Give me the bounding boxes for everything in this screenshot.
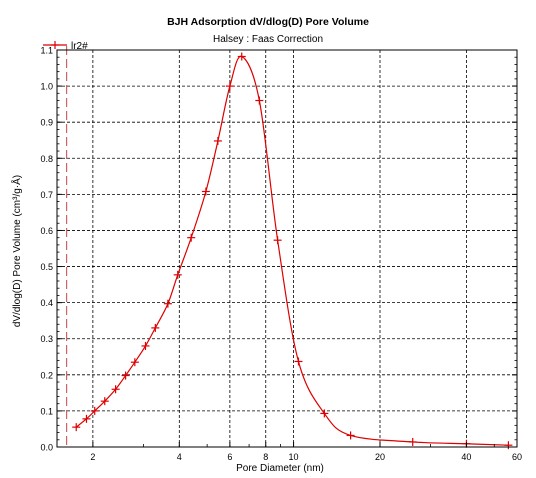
data-series: [72, 52, 513, 450]
data-point: [346, 431, 355, 440]
data-point: [72, 423, 81, 432]
y-tick-label: 0.4: [40, 298, 53, 308]
data-point: [100, 397, 109, 406]
y-tick-label: 0.9: [40, 118, 53, 128]
data-point: [320, 409, 329, 418]
y-tick-label: 0.8: [40, 154, 53, 164]
data-point: [237, 52, 246, 61]
y-axis-label: dV/dlog(D) Pore Volume (cm³/g·Å): [10, 175, 23, 327]
data-point: [255, 96, 264, 105]
x-tick-label: 40: [461, 452, 471, 462]
data-point: [408, 437, 417, 446]
legend: lr2#: [43, 41, 88, 52]
x-tick-label: 4: [177, 452, 182, 462]
chart-subtitle: Halsey : Faas Correction: [213, 34, 323, 45]
axes: 0.0 0.1 0.2 0.3 0.4 0.5 0.6 0.7 0.8 0.9 1.0 1.1 2 4 6 8…: [40, 46, 522, 463]
data-point: [151, 323, 160, 332]
y-tick-label: 0.0: [40, 443, 53, 453]
y-tick-label: 0.2: [40, 370, 53, 380]
data-point: [213, 136, 222, 145]
data-point: [111, 385, 120, 394]
x-tick-label: 60: [512, 452, 522, 462]
x-tick-label: 8: [263, 452, 268, 462]
series-line: [75, 55, 509, 446]
y-tick-label: 0.6: [40, 226, 53, 236]
y-tick-label: 0.3: [40, 334, 53, 344]
data-point: [90, 406, 99, 415]
y-tick-label: 0.5: [40, 262, 53, 272]
data-point: [141, 341, 150, 350]
chart-title: BJH Adsorption dV/dlog(D) Pore Volume: [167, 16, 369, 28]
data-point: [201, 187, 210, 196]
data-point: [163, 299, 172, 308]
data-point: [82, 414, 91, 423]
y-tick-label: 0.7: [40, 190, 53, 200]
y-tick-label: 1.1: [40, 46, 53, 56]
data-point: [187, 233, 196, 242]
y-tick-label: 0.1: [40, 406, 53, 416]
x-tick-label: 6: [227, 452, 232, 462]
plot-frame: [56, 49, 518, 448]
grid: [57, 50, 517, 447]
legend-label: lr2#: [71, 41, 88, 52]
data-point: [130, 358, 139, 367]
data-point: [121, 371, 130, 380]
x-tick-label: 10: [289, 452, 299, 462]
x-tick-label: 2: [90, 452, 95, 462]
y-tick-label: 1.0: [40, 82, 53, 92]
x-tick-label: 20: [375, 452, 385, 462]
data-point: [504, 441, 513, 450]
x-axis-label: Pore Diameter (nm): [236, 463, 324, 474]
legend-marker: [51, 41, 59, 49]
data-point: [225, 82, 234, 91]
data-point: [173, 270, 182, 279]
data-point: [273, 236, 282, 245]
data-point: [294, 357, 303, 366]
